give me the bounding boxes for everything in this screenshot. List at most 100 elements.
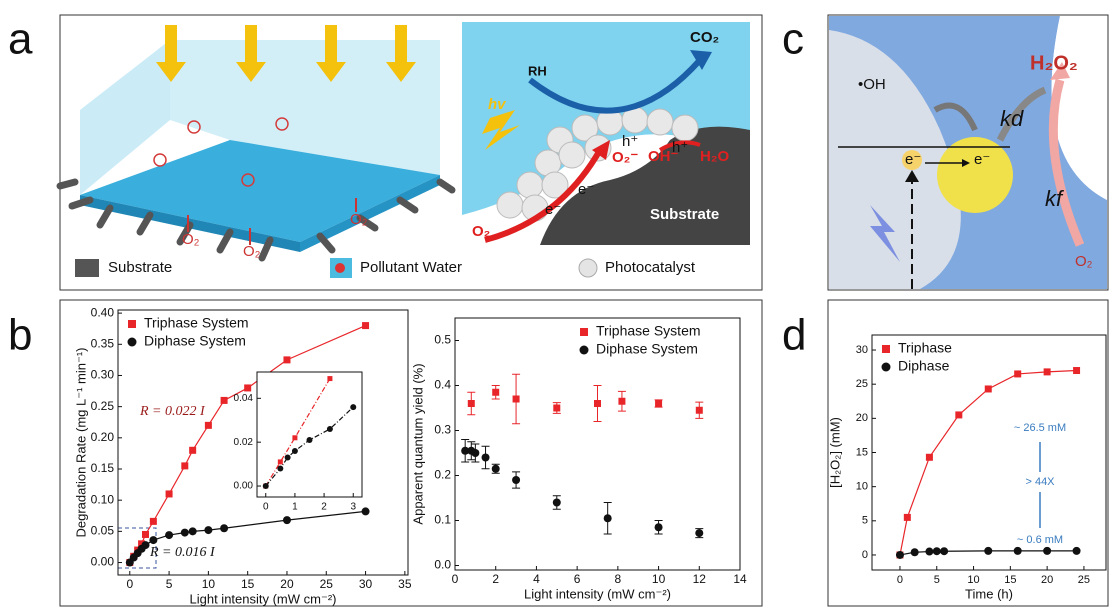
legend-swatch (578, 258, 598, 278)
series-line (265, 378, 331, 487)
y-tick-label: 0.15 (91, 461, 115, 475)
point (149, 517, 157, 525)
y-tick-label: 0.3 (434, 423, 451, 437)
point (181, 462, 189, 470)
x-tick-label: 10 (967, 574, 979, 586)
y-tick-label: 0.04 (234, 393, 254, 404)
point (291, 447, 298, 454)
label: h⁺ (672, 139, 688, 156)
mechanism-inset (462, 22, 750, 245)
point (327, 376, 333, 382)
legend-text: Photocatalyst (605, 259, 696, 276)
point (655, 400, 663, 407)
point (277, 459, 283, 465)
point (284, 454, 291, 461)
point (654, 523, 663, 532)
x-tick-label: 0 (126, 577, 133, 591)
y-tick-label: 5 (862, 515, 868, 527)
point (244, 384, 252, 392)
y-tick-label: 0.4 (434, 378, 451, 392)
point (1043, 546, 1052, 555)
annotation: ~ 0.6 mM (1017, 534, 1063, 546)
y-tick-label: 0.1 (434, 513, 451, 527)
legend-text: Triphase System (144, 315, 249, 331)
y-tick-label: 0.00 (234, 481, 254, 492)
point (461, 446, 470, 455)
y-tick-label: 0.35 (91, 336, 115, 350)
point (481, 453, 490, 462)
x-tick-label: 25 (1078, 574, 1090, 586)
point (553, 404, 561, 412)
x-axis-label: Light intensity (mW cm⁻²) (190, 591, 337, 606)
x-tick-label: 20 (1041, 574, 1053, 586)
point (189, 446, 197, 454)
label: kd (1000, 106, 1024, 131)
panel-label: c (782, 15, 804, 64)
panel-label: a (8, 15, 33, 64)
point (492, 388, 500, 396)
y-tick-label: 0.5 (434, 333, 451, 347)
point (467, 400, 475, 407)
y-tick-label: 0.25 (91, 399, 115, 413)
label: O₂ (243, 243, 261, 260)
legend-text: Triphase (898, 340, 952, 356)
annotation: R = 0.022 I (139, 404, 206, 419)
y-tick-label: 0.2 (434, 468, 451, 482)
point (142, 530, 150, 538)
point (306, 436, 313, 443)
label: •OH (858, 76, 886, 93)
x-tick-label: 0 (452, 572, 459, 586)
panel-frame (59, 299, 763, 607)
x-tick-label: 10 (202, 577, 216, 591)
y-tick-label: 0 (862, 549, 868, 561)
legend-marker (127, 337, 137, 347)
point (350, 404, 357, 411)
label: O₂ (472, 223, 490, 240)
point (1072, 546, 1081, 555)
point (984, 385, 992, 393)
x-tick-label: 1 (292, 502, 298, 513)
label: e⁻ (545, 201, 561, 218)
x-tick-label: 15 (241, 577, 255, 591)
y-tick-label: 0.10 (91, 492, 115, 506)
point (220, 396, 228, 404)
y-tick-label: 0.05 (91, 524, 115, 538)
plot-frame (454, 317, 741, 571)
point (149, 536, 158, 545)
label: e⁻ (974, 151, 990, 168)
electron (902, 150, 922, 170)
annotation: R = 0.016 I (149, 545, 216, 560)
annotation: ~ 26.5 mM (1014, 422, 1066, 434)
y-tick-label: 0.40 (91, 305, 115, 319)
point (940, 547, 949, 556)
panel-frame (827, 299, 1109, 607)
y-tick-label: 0.30 (91, 368, 115, 382)
legend-text: Triphase System (596, 323, 701, 339)
legend-marker (881, 362, 891, 372)
x-tick-label: 25 (320, 577, 334, 591)
label: H₂O₂ (1030, 52, 1078, 74)
y-axis-label: Degradation Rate (mg L⁻¹ min⁻¹) (73, 347, 88, 537)
legend-text: Substrate (108, 259, 172, 276)
y-axis-label: [H₂O₂] (mM) (827, 417, 842, 488)
x-tick-label: 12 (693, 572, 707, 586)
x-tick-label: 35 (398, 577, 412, 591)
panel-frame (827, 14, 1109, 291)
legend-marker (580, 328, 588, 336)
label: CO₂ (690, 29, 719, 46)
point (603, 514, 612, 523)
legend-marker (579, 345, 589, 355)
label: O₂ (1075, 253, 1093, 270)
point (277, 465, 284, 472)
label: RH (528, 63, 547, 78)
plot-frame (256, 371, 363, 498)
x-tick-label: 0 (263, 502, 269, 513)
point (512, 395, 520, 403)
y-tick-label: 10 (856, 481, 868, 493)
y-tick-label: 25 (856, 378, 868, 390)
x-tick-label: 15 (1004, 574, 1016, 586)
y-tick-label: 0.02 (234, 437, 254, 448)
legend-marker (882, 345, 890, 353)
x-tick-label: 30 (359, 577, 373, 591)
